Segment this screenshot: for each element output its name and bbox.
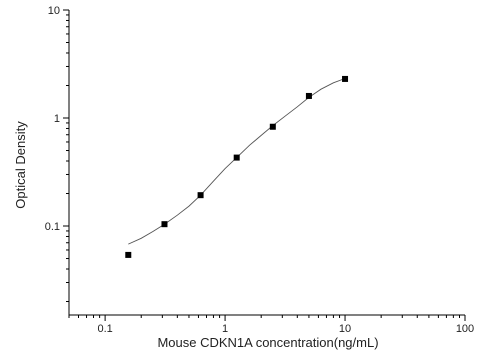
data-point xyxy=(197,192,204,199)
data-point xyxy=(233,154,240,161)
data-point xyxy=(305,92,312,99)
data-point xyxy=(269,123,276,130)
ticks: 0.1 1 10 100 0.1 1 10 xyxy=(45,5,474,335)
data-point xyxy=(342,75,349,82)
data-point xyxy=(125,251,132,258)
data-point xyxy=(161,221,168,228)
data-points xyxy=(125,75,349,258)
x-tick-label: 0.1 xyxy=(97,323,112,335)
x-tick-label: 10 xyxy=(339,323,351,335)
fit-curve xyxy=(128,78,346,245)
y-axis-title: Optical Density xyxy=(13,121,28,209)
x-tick-label: 100 xyxy=(456,323,474,335)
x-tick-label: 1 xyxy=(222,323,228,335)
axes xyxy=(68,10,465,316)
fit-curve-group xyxy=(128,78,346,245)
x-axis-title: Mouse CDKN1A concentration(ng/mL) xyxy=(157,335,378,350)
y-tick-label: 1 xyxy=(54,113,60,125)
y-tick-label: 10 xyxy=(48,5,60,17)
y-tick-label: 0.1 xyxy=(45,221,60,233)
